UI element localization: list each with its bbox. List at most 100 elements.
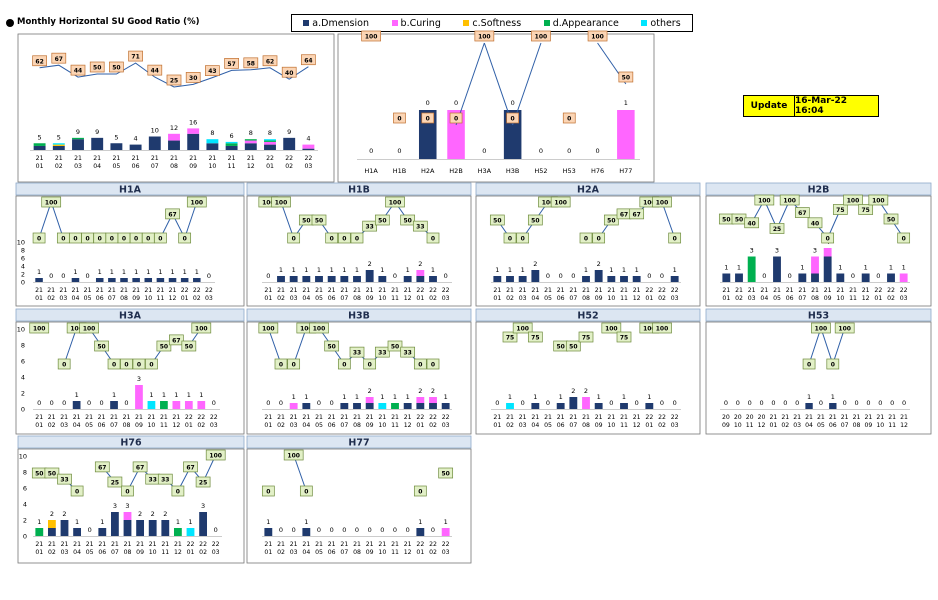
count-label: 0 [521, 399, 525, 407]
category-label: 21 12 [404, 287, 412, 302]
ratio-label-box [794, 207, 810, 218]
category-label: 22 02 [197, 414, 205, 429]
ratio-label-box [421, 112, 435, 124]
category-year: 21 [48, 541, 56, 548]
ratio-label: 75 [531, 335, 539, 342]
ratio-label: 0 [567, 116, 571, 123]
y-tick-label: 8 [23, 469, 27, 477]
ratio-label: 0 [584, 236, 588, 243]
count-label: 1 [187, 391, 191, 399]
category-label: 21 10 [378, 287, 386, 302]
category-year: 21 [264, 541, 272, 548]
category-label: 21 05 [112, 155, 120, 170]
ratio-label-box [89, 61, 105, 73]
count-label: 1 [807, 393, 811, 401]
y-tick-label: 4 [21, 374, 25, 382]
category-month: 01 [770, 422, 778, 429]
count-label: 2 [571, 387, 575, 395]
category-year: 21 [264, 414, 272, 421]
bar-segment [441, 528, 450, 536]
update-box: Update 16-Mar-22 16:04 [743, 95, 879, 117]
ratio-label-box [145, 358, 158, 370]
ratio-label: 44 [151, 68, 159, 75]
category-year: 21 [73, 414, 81, 421]
count-label: 1 [444, 518, 448, 526]
y-tick-label: 6 [21, 358, 25, 366]
count-label: 0 [748, 399, 752, 407]
ratio-label-box [562, 112, 576, 124]
y-tick-label: 4 [21, 263, 25, 271]
category-year: 22 [416, 541, 424, 548]
category-year: 21 [60, 414, 68, 421]
category-label: 22 03 [900, 287, 908, 302]
category-month: 01 [874, 295, 882, 302]
count-label: 0 [397, 147, 401, 155]
ratio-label-box [413, 485, 427, 497]
ratio-label-box [527, 214, 543, 226]
ratio-label-box [426, 232, 440, 244]
bar-segment [225, 141, 238, 144]
count-label: 1 [330, 266, 334, 274]
category-year: 21 [544, 287, 552, 294]
bar-segment [805, 403, 813, 409]
ratio-label: 0 [397, 116, 401, 123]
count-label: 1 [112, 391, 116, 399]
category-year: 21 [208, 155, 216, 162]
ratio-label-box [550, 196, 571, 208]
count-label: 0 [61, 272, 65, 280]
y-tick-label: 8 [21, 342, 25, 350]
bar-segment [264, 144, 276, 150]
count-label: 4 [306, 135, 310, 143]
ratio-label-box [826, 358, 840, 370]
ratio-label-box [191, 322, 212, 334]
category-year: 22 [429, 414, 437, 421]
category-label: 21 10 [378, 414, 386, 429]
category-month: 11 [228, 163, 236, 170]
category-label: 22 02 [658, 414, 666, 429]
category-label: 21 11 [391, 541, 399, 556]
bar-segment [168, 140, 180, 150]
category-year: 21 [595, 287, 603, 294]
ratio-label: 0 [355, 236, 359, 243]
category-month: 03 [519, 422, 527, 429]
bar-segment [132, 278, 140, 282]
category-month: 06 [98, 549, 106, 556]
count-label: 3 [125, 502, 129, 510]
count-label: 1 [609, 266, 613, 274]
y-tick-label: 10 [17, 326, 25, 334]
category-label: 21 11 [228, 155, 236, 170]
category-month: 06 [98, 422, 106, 429]
ratio-label: 57 [227, 61, 235, 68]
ratio-label-box [185, 72, 201, 83]
count-label: 0 [393, 526, 397, 534]
category-month: 03 [519, 295, 527, 302]
category-label: 21 07 [110, 414, 118, 429]
category-year: 21 [55, 155, 63, 162]
category-month: 06 [786, 295, 794, 302]
category-month: 11 [746, 422, 754, 429]
category-year: 22 [442, 541, 450, 548]
category-label: 21 02 [48, 541, 56, 556]
ratio-label-box [186, 196, 207, 208]
category-label: 20 12 [758, 414, 766, 429]
category-month: 06 [557, 422, 565, 429]
bar-segment [108, 278, 116, 282]
category-month: 02 [429, 549, 437, 556]
category-month: 03 [748, 295, 756, 302]
ratio-label-box [287, 358, 301, 370]
count-label: 1 [292, 393, 296, 401]
category-year: 21 [73, 541, 81, 548]
ratio-label-box [29, 322, 50, 334]
count-label: 0 [317, 399, 321, 407]
category-year: 21 [544, 414, 552, 421]
category-month: 05 [544, 422, 552, 429]
ratio-label-box [883, 213, 899, 225]
ratio-label: 75 [582, 335, 590, 342]
category-month: 06 [328, 549, 336, 556]
ratio-label-box [858, 204, 874, 215]
category-label: 21 08 [353, 287, 361, 302]
category-year: 21 [865, 414, 873, 421]
category-label: 22 01 [266, 155, 274, 170]
count-label: 0 [292, 526, 296, 534]
